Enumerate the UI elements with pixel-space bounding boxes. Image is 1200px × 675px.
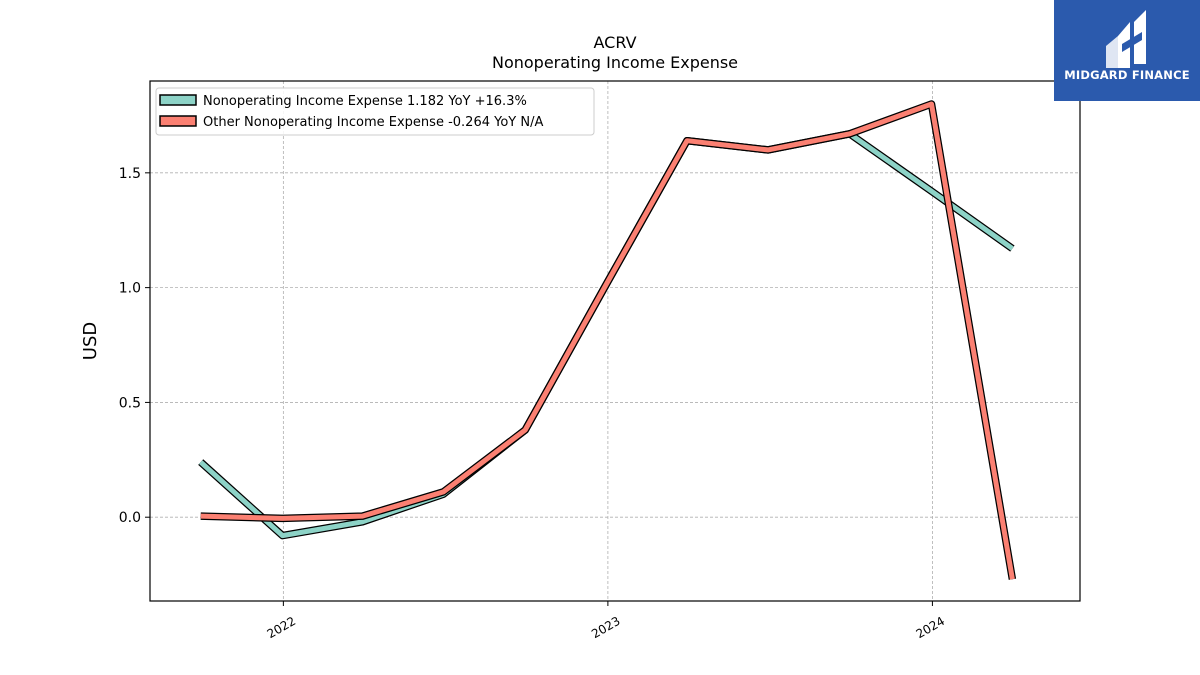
legend: Nonoperating Income Expense 1.182 YoY +1…: [155, 87, 595, 136]
plot-series: [198, 100, 1017, 580]
x-tick-label: 2023: [589, 614, 622, 641]
grid-lines: [150, 81, 1080, 601]
legend-swatch: [159, 115, 197, 127]
legend-swatch: [159, 94, 197, 106]
brand-logo: MIDGARD FINANCE: [1054, 0, 1200, 101]
series-line-outline: [200, 100, 1017, 580]
x-tick-label: 2024: [914, 614, 947, 641]
y-tick-label: 1.0: [119, 281, 141, 297]
plot-frame: [149, 80, 1081, 602]
axes: 0.0 0.5 1.0 1.5 2022 2023 2024: [119, 166, 947, 641]
legend-box: [155, 87, 595, 136]
chart-title: ACRV: [593, 33, 636, 52]
y-tick-label: 1.5: [119, 166, 141, 182]
legend-entry-label: Nonoperating Income Expense 1.182 YoY +1…: [203, 94, 527, 109]
series-line-2: [200, 101, 1015, 580]
y-tick-label: 0.0: [119, 510, 141, 526]
legend-entry-label: Other Nonoperating Income Expense -0.264…: [203, 115, 543, 130]
chart-subtitle: Nonoperating Income Expense: [492, 53, 738, 72]
y-axis-label: USD: [80, 322, 101, 360]
brand-logo-text: MIDGARD FINANCE: [1064, 68, 1190, 82]
brand-logo-icon: [1106, 10, 1146, 68]
y-tick-label: 0.5: [119, 395, 141, 411]
series-line-outline: [198, 130, 1015, 540]
series-line-1: [199, 131, 1014, 539]
x-tick-label: 2022: [265, 614, 298, 641]
